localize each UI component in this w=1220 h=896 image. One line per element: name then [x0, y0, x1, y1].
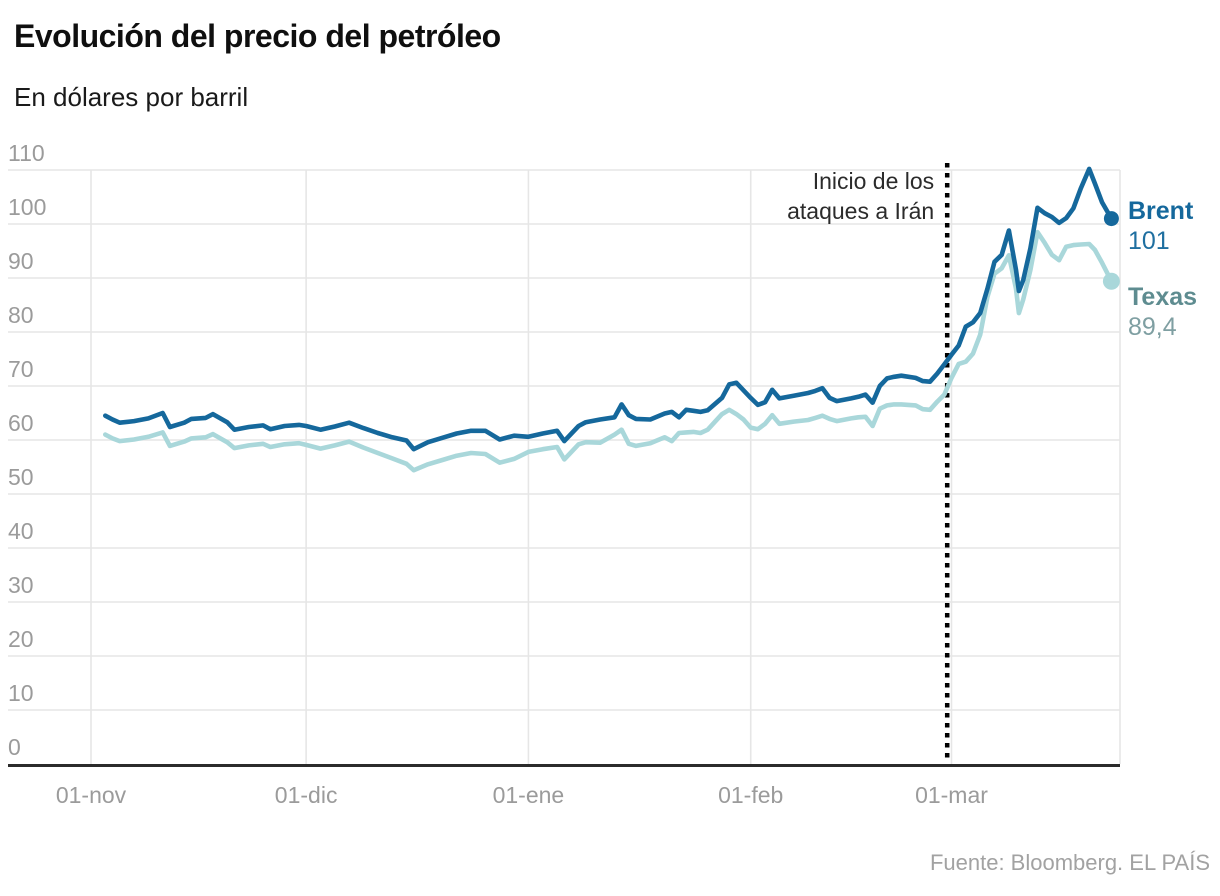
- chart-title: Evolución del precio del petróleo: [14, 18, 501, 54]
- event-annotation-line1: Inicio de los: [812, 168, 935, 194]
- source-credit: Fuente: Bloomberg. EL PAÍS: [929, 850, 1210, 875]
- legend-texas-label: Texas: [1128, 283, 1198, 312]
- legend-brent-label: Brent: [1128, 196, 1194, 225]
- y-tick-label: 0: [8, 734, 21, 760]
- y-tick-label: 100: [8, 194, 47, 220]
- y-tick-label: 10: [8, 680, 34, 706]
- y-tick-label: 110: [8, 140, 45, 166]
- y-tick-label: 20: [8, 626, 34, 652]
- x-tick-label: 01-dic: [274, 782, 338, 808]
- x-tick-label: 01-feb: [718, 782, 784, 808]
- x-tick-label: 01-nov: [55, 782, 127, 808]
- y-tick-label: 80: [8, 302, 34, 328]
- y-tick-label: 90: [8, 248, 34, 274]
- event-annotation: Inicio de los ataques a Irán: [661, 166, 934, 226]
- brent-end-dot: [1103, 211, 1119, 227]
- texas-end-dot: [1102, 272, 1120, 290]
- legend-brent-value: 101: [1128, 226, 1170, 255]
- y-tick-label: 70: [8, 356, 34, 382]
- brent-line: [103, 166, 1114, 452]
- y-tick-label: 50: [8, 464, 34, 490]
- x-tick-label: 01-mar: [915, 782, 988, 808]
- event-annotation-line2: ataques a Irán: [787, 198, 935, 224]
- legend-texas-value: 89,4: [1128, 313, 1177, 342]
- chart-subtitle: En dólares por barril: [14, 82, 249, 112]
- x-tick-label: 01-ene: [492, 782, 565, 808]
- y-tick-label: 60: [8, 410, 34, 436]
- y-tick-label: 40: [8, 518, 34, 544]
- y-tick-label: 30: [8, 572, 34, 598]
- texas-line: [103, 229, 1114, 473]
